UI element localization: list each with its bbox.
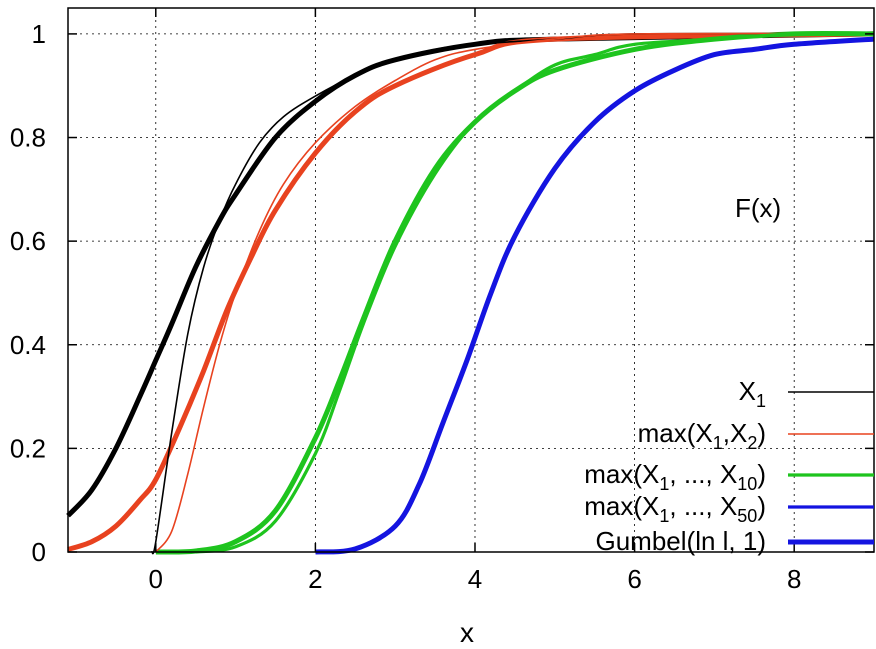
gumbel-curve-1 <box>67 31 875 552</box>
x-axis-label: x <box>460 617 474 648</box>
x-tick-label-1: 2 <box>308 564 322 594</box>
y-tick-label-0: 0 <box>32 537 46 567</box>
legend-label-4: Gumbel(ln l, 1) <box>596 526 767 556</box>
legend: X1 max(X1,X2) max(X1, ..., X10)max(X1, ...… <box>584 376 874 556</box>
legend-label-1: max(X1,X2) <box>638 418 766 453</box>
plot-frame <box>67 7 875 553</box>
axis-tick-labels: 0 2 4 6 8 0 0.2 0.4 0.6 0.8 1 <box>10 19 802 594</box>
legend-label-0: X1 <box>739 376 766 411</box>
axis-ticks <box>68 8 874 553</box>
legend-label-3: max(X1, ..., X50) <box>584 491 766 526</box>
x-tick-label-0: 0 <box>149 564 163 594</box>
x-tick-label-4: 8 <box>787 564 801 594</box>
y-tick-label-4: 0.8 <box>10 123 46 153</box>
y-tick-label-1: 0.2 <box>10 433 46 463</box>
series-lines <box>151 31 875 555</box>
x-tick-label-2: 4 <box>468 564 482 594</box>
series-line-2 <box>195 31 875 554</box>
chart-annotation: F(x) <box>735 193 781 223</box>
gumbel-curve-0 <box>66 31 875 518</box>
y-tick-label-5: 1 <box>32 19 46 49</box>
gumbel-curve-2 <box>155 31 875 555</box>
y-tick-label-2: 0.4 <box>10 330 46 360</box>
x-tick-label-3: 6 <box>627 564 641 594</box>
legend-label-2: max(X1, ..., X10) <box>584 459 766 494</box>
series-line-1 <box>155 32 875 553</box>
y-tick-label-3: 0.6 <box>10 226 46 256</box>
series-line-3 <box>315 37 875 554</box>
